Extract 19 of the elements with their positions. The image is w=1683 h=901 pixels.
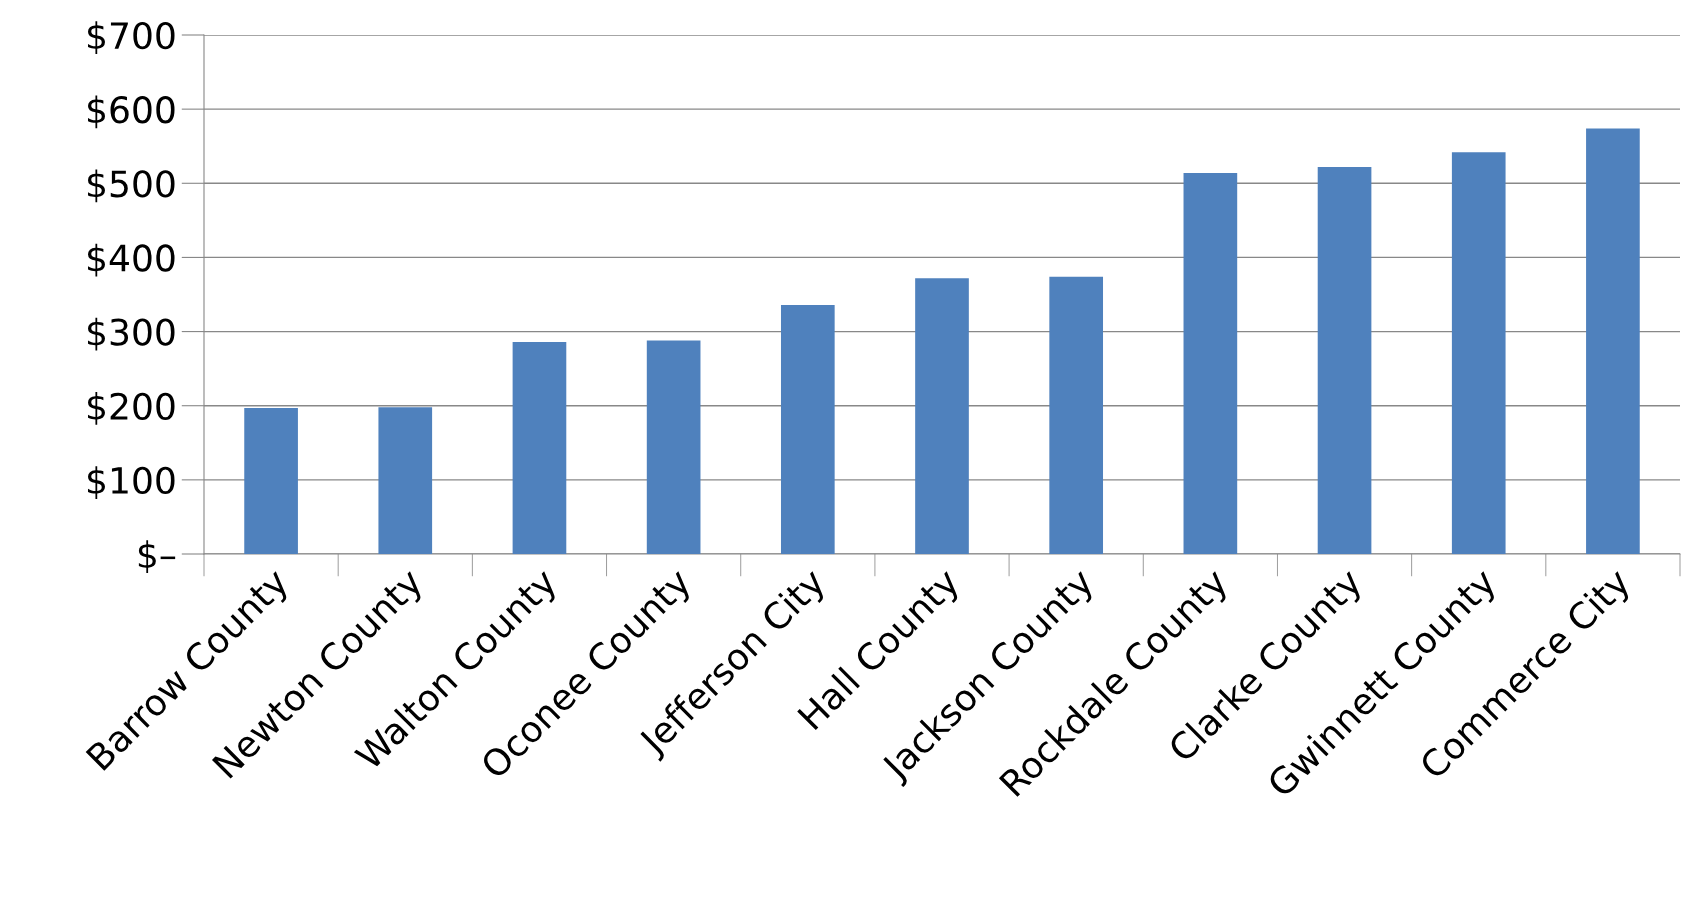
bar	[1183, 172, 1238, 554]
y-tick-label: $400	[88, 243, 175, 277]
bar	[1451, 152, 1506, 554]
y-tick-label: $100	[88, 466, 175, 499]
bar	[1049, 276, 1104, 554]
bar	[512, 341, 567, 554]
y-tick-label: $200	[88, 391, 175, 425]
y-tick-label: $700	[88, 21, 175, 55]
y-tick-label: $600	[88, 95, 175, 129]
bar	[1586, 128, 1640, 554]
bar	[646, 340, 701, 554]
bar	[780, 304, 835, 554]
bar	[915, 278, 969, 554]
y-tick-label: $–	[138, 540, 176, 574]
y-tick-label: $300	[88, 317, 175, 351]
bar	[378, 407, 433, 554]
bar	[1317, 166, 1372, 554]
y-tick-label: $500	[88, 169, 175, 203]
bar	[244, 407, 298, 554]
